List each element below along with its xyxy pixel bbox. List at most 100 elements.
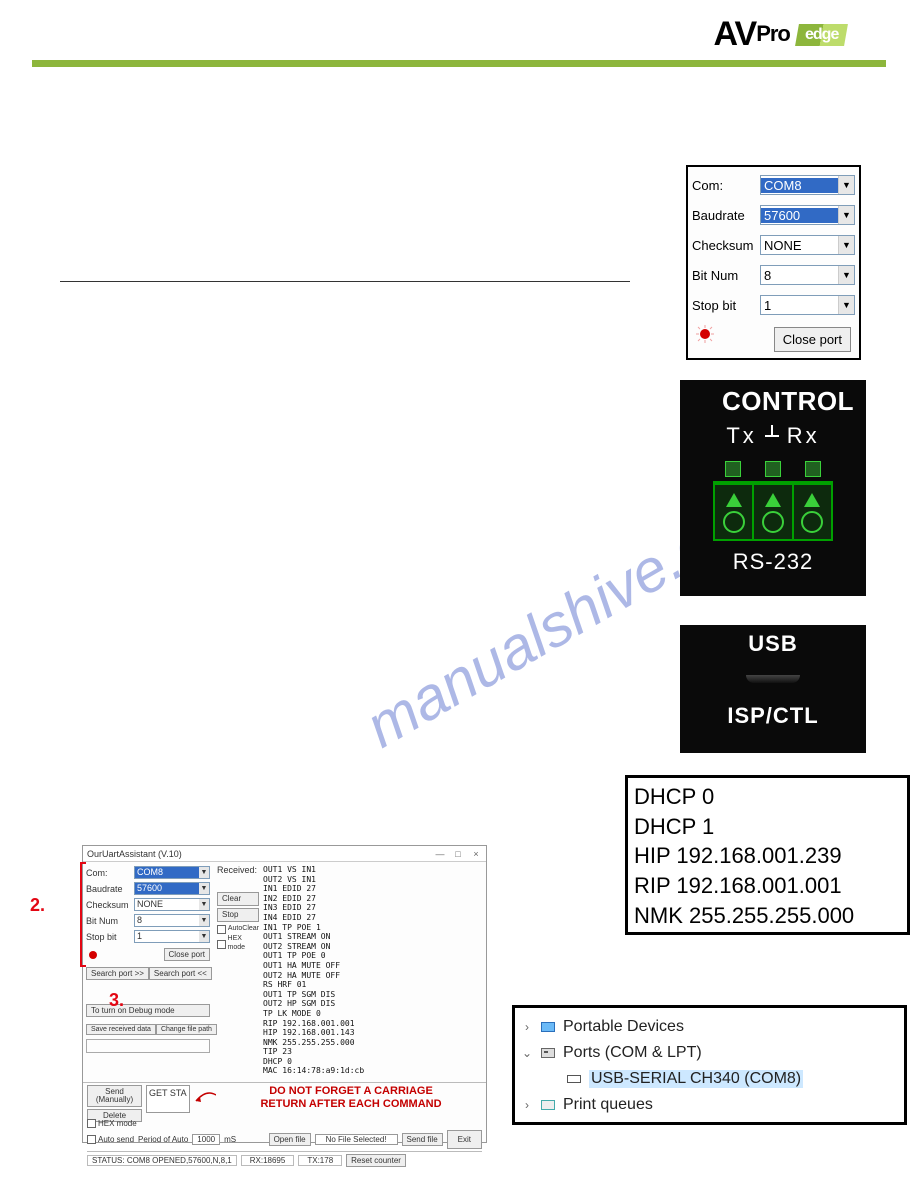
maximize-icon[interactable]: □ xyxy=(452,849,464,859)
dropdown-icon[interactable]: ▼ xyxy=(199,883,209,894)
autoclear-checkbox[interactable]: AutoClear xyxy=(217,925,259,934)
reset-counter-button[interactable]: Reset counter xyxy=(346,1154,406,1167)
step-2-bracket xyxy=(80,862,86,967)
uart-baud-select[interactable]: 57600▼ xyxy=(134,882,210,895)
open-file-button[interactable]: Open file xyxy=(269,1133,311,1146)
status-led-icon xyxy=(696,325,714,343)
baudrate-select[interactable]: 57600 ▼ xyxy=(760,205,855,225)
dropdown-icon[interactable]: ▼ xyxy=(199,915,209,926)
uart-bitnum-label: Bit Num xyxy=(86,916,134,926)
hexmode2-checkbox[interactable]: HEX mode xyxy=(87,1119,137,1128)
collapse-icon[interactable]: ⌄ xyxy=(521,1047,533,1059)
stopbit-value: 1 xyxy=(761,298,838,313)
terminal-block-icon xyxy=(713,461,833,541)
step-2-marker: 2. xyxy=(30,895,45,916)
expand-icon[interactable]: › xyxy=(521,1021,533,1033)
uart-baud-label: Baudrate xyxy=(86,884,134,894)
checksum-select[interactable]: NONE ▼ xyxy=(760,235,855,255)
minimize-icon[interactable]: — xyxy=(434,849,446,859)
com-select[interactable]: COM8 ▼ xyxy=(760,175,855,195)
control-title: CONTROL xyxy=(680,386,866,417)
tree-node-usb-serial[interactable]: USB-SERIAL CH340 (COM8) xyxy=(521,1066,898,1092)
isp-ctl-label: ISP/CTL xyxy=(680,703,866,729)
section-divider xyxy=(60,281,630,282)
uart-checksum-select[interactable]: NONE▼ xyxy=(134,898,210,911)
hexmode-checkbox[interactable]: HEX mode xyxy=(217,935,259,953)
command-input[interactable]: GET STA xyxy=(146,1085,190,1113)
window-title: OurUartAssistant (V.10) xyxy=(87,849,182,859)
stop-button[interactable]: Stop xyxy=(217,908,259,922)
rx-counter: RX:18695 xyxy=(241,1155,295,1166)
header-divider xyxy=(32,60,886,67)
micro-usb-port-icon xyxy=(738,671,808,689)
printer-icon xyxy=(539,1097,557,1113)
file-status: No File Selected! xyxy=(315,1134,398,1145)
dropdown-icon[interactable]: ▼ xyxy=(838,266,854,284)
uart-com-label: Com: xyxy=(86,868,134,878)
bitnum-row: Bit Num 8 ▼ xyxy=(692,261,855,289)
arrow-icon xyxy=(194,1091,216,1105)
uart-assistant-window: OurUartAssistant (V.10) — □ × Com: COM8▼… xyxy=(82,845,487,1143)
send-button[interactable]: Send(Manually) xyxy=(87,1085,142,1107)
ip-line: NMK 255.255.255.000 xyxy=(634,901,901,931)
tree-node-ports[interactable]: ⌄ Ports (COM & LPT) xyxy=(521,1040,898,1066)
tree-node-print-queues[interactable]: › Print queues xyxy=(521,1092,898,1118)
period-label: Period of Auto xyxy=(138,1135,188,1144)
logo-pro-text: Pro xyxy=(756,21,790,46)
ip-info-panel: DHCP 0 DHCP 1 HIP 192.168.001.239 RIP 19… xyxy=(625,775,910,935)
logo-edge-badge: edge xyxy=(795,24,848,46)
rx-label: Rx xyxy=(787,423,820,449)
com-label: Com: xyxy=(692,178,760,193)
debug-mode-button[interactable]: To turn on Debug mode xyxy=(86,1004,210,1017)
device-manager-panel: › Portable Devices ⌄ Ports (COM & LPT) U… xyxy=(512,1005,907,1125)
logo-av-text: AV xyxy=(713,15,756,53)
com-settings-panel: Com: COM8 ▼ Baudrate 57600 ▼ Checksum NO… xyxy=(686,165,861,360)
dropdown-icon[interactable]: ▼ xyxy=(838,296,854,314)
bitnum-select[interactable]: 8 ▼ xyxy=(760,265,855,285)
dropdown-icon[interactable]: ▼ xyxy=(199,931,209,942)
port-icon xyxy=(539,1045,557,1061)
received-log: OUT1 VS IN1 OUT2 VS IN1 IN1 EDID 27 IN2 … xyxy=(263,865,364,1076)
ip-line: DHCP 0 xyxy=(634,782,901,812)
uart-checksum-label: Checksum xyxy=(86,900,134,910)
node-label-selected: USB-SERIAL CH340 (COM8) xyxy=(589,1070,803,1088)
usb-serial-icon xyxy=(565,1071,583,1087)
expand-icon[interactable]: › xyxy=(521,1099,533,1111)
change-path-button[interactable]: Change file path xyxy=(156,1024,217,1035)
dropdown-icon[interactable]: ▼ xyxy=(838,176,854,194)
close-icon[interactable]: × xyxy=(470,849,482,859)
tx-counter: TX:178 xyxy=(298,1155,342,1166)
file-path-field[interactable] xyxy=(86,1039,210,1053)
checksum-row: Checksum NONE ▼ xyxy=(692,231,855,259)
status-led-icon xyxy=(86,948,100,962)
save-data-button[interactable]: Save received data xyxy=(86,1024,156,1035)
ground-icon xyxy=(765,429,779,443)
uart-stopbit-label: Stop bit xyxy=(86,932,134,942)
search-port-prev-button[interactable]: Search port << xyxy=(149,967,212,980)
dropdown-icon[interactable]: ▼ xyxy=(199,899,209,910)
close-port-button[interactable]: Close port xyxy=(164,948,210,961)
bitnum-value: 8 xyxy=(761,268,838,283)
clear-button[interactable]: Clear xyxy=(217,892,259,906)
autosend-checkbox[interactable]: Auto send xyxy=(87,1135,134,1144)
period-input[interactable]: 1000 xyxy=(192,1134,220,1145)
uart-right-panel: Received: Clear Stop AutoClear HEX mode … xyxy=(213,862,486,1082)
checksum-label: Checksum xyxy=(692,238,760,253)
close-port-button[interactable]: Close port xyxy=(774,327,851,352)
search-port-next-button[interactable]: Search port >> xyxy=(86,967,149,980)
baudrate-row: Baudrate 57600 ▼ xyxy=(692,201,855,229)
send-file-button[interactable]: Send file xyxy=(402,1133,443,1146)
warning-text: DO NOT FORGET A CARRIAGERETURN AFTER EAC… xyxy=(220,1085,482,1110)
dropdown-icon[interactable]: ▼ xyxy=(199,867,209,878)
dropdown-icon[interactable]: ▼ xyxy=(838,236,854,254)
usb-isp-panel: USB ISP/CTL xyxy=(680,625,866,753)
rs232-label: RS-232 xyxy=(680,549,866,575)
uart-bitnum-select[interactable]: 8▼ xyxy=(134,914,210,927)
uart-stopbit-select[interactable]: 1▼ xyxy=(134,930,210,943)
stopbit-select[interactable]: 1 ▼ xyxy=(760,295,855,315)
tree-node-portable[interactable]: › Portable Devices xyxy=(521,1014,898,1040)
dropdown-icon[interactable]: ▼ xyxy=(838,206,854,224)
uart-com-select[interactable]: COM8▼ xyxy=(134,866,210,879)
checksum-value: NONE xyxy=(761,238,838,253)
exit-button[interactable]: Exit xyxy=(447,1130,482,1149)
